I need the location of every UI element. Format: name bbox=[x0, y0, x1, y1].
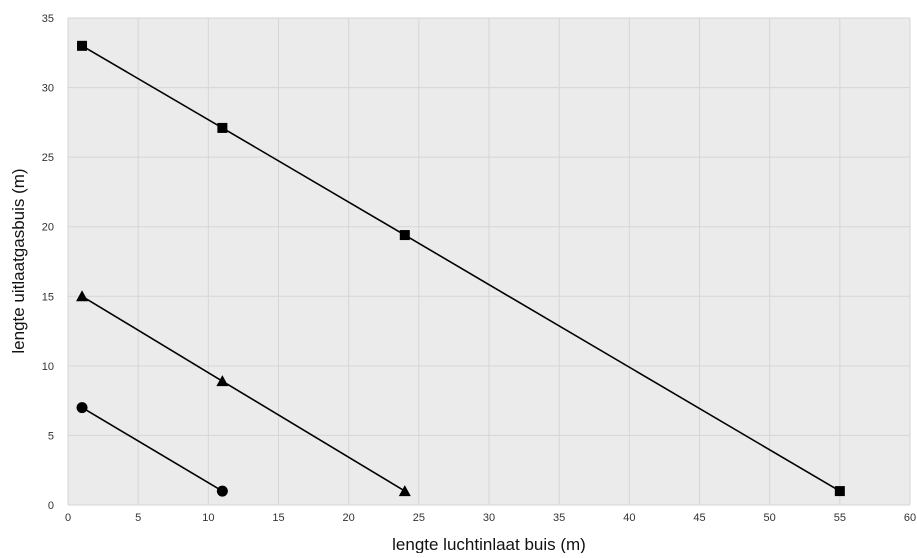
x-tick-label: 35 bbox=[553, 512, 565, 524]
x-tick-label: 45 bbox=[693, 512, 705, 524]
x-tick-label: 10 bbox=[202, 512, 214, 524]
x-tick-label: 30 bbox=[483, 512, 495, 524]
y-tick-label: 5 bbox=[48, 430, 54, 442]
x-axis-title: lengte luchtinlaat buis (m) bbox=[392, 535, 586, 553]
x-tick-label: 55 bbox=[834, 512, 846, 524]
x-tick-label: 25 bbox=[413, 512, 425, 524]
x-tick-label: 50 bbox=[764, 512, 776, 524]
data-point-square bbox=[217, 122, 228, 133]
x-tick-label: 0 bbox=[65, 512, 71, 524]
data-point-triangle bbox=[216, 375, 229, 387]
data-point-triangle bbox=[76, 290, 89, 302]
y-tick-label: 30 bbox=[42, 83, 54, 95]
data-point-square bbox=[399, 230, 410, 241]
y-tick-label: 25 bbox=[42, 152, 54, 164]
data-point-circle bbox=[216, 485, 228, 497]
data-point-circle bbox=[76, 402, 88, 414]
y-tick-label: 10 bbox=[42, 361, 54, 373]
y-tick-label: 15 bbox=[42, 291, 54, 303]
grid bbox=[67, 17, 911, 506]
tick-labels: 0 5 10 15 20 25 30 35 40 45 50 55 60 0 5 10 15 20 25 30 35 bbox=[42, 13, 916, 524]
data-point-square bbox=[77, 40, 88, 51]
x-tick-label: 15 bbox=[272, 512, 284, 524]
series-line-square bbox=[81, 45, 841, 492]
x-tick-label: 40 bbox=[623, 512, 635, 524]
series-line-circle bbox=[81, 406, 223, 492]
x-tick-label: 20 bbox=[343, 512, 355, 524]
y-tick-label: 20 bbox=[42, 222, 54, 234]
y-tick-label: 35 bbox=[42, 13, 54, 25]
series-group bbox=[76, 40, 845, 497]
data-point-square bbox=[834, 486, 845, 497]
x-tick-label: 5 bbox=[135, 512, 141, 524]
x-tick-label: 60 bbox=[904, 512, 916, 524]
y-axis-title: lengte uitlaatgasbuis (m) bbox=[9, 168, 28, 353]
y-tick-label: 0 bbox=[48, 500, 54, 512]
data-point-triangle bbox=[398, 485, 411, 497]
